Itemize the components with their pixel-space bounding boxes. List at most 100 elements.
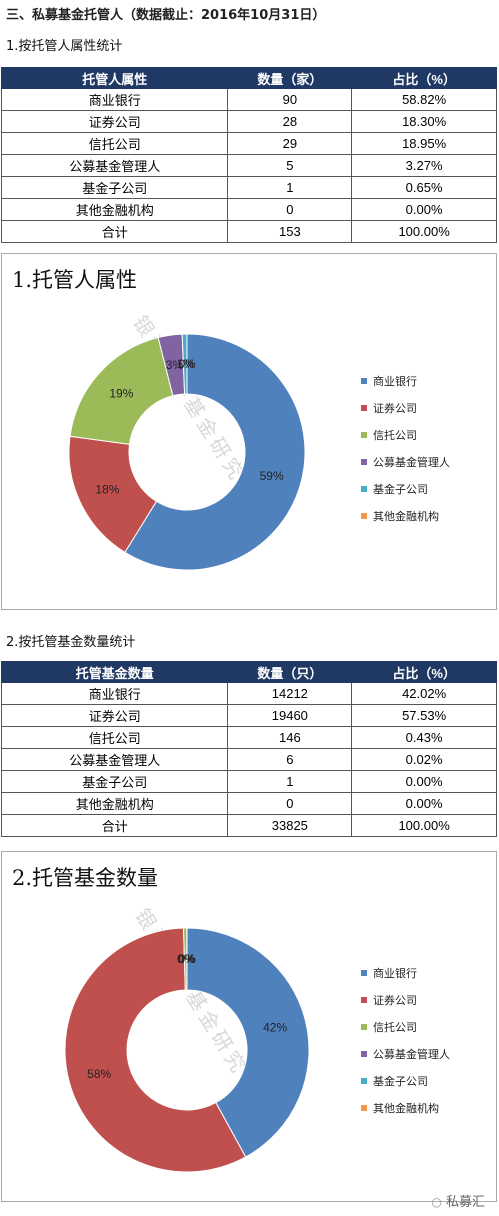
legend-swatch [361,1051,367,1057]
cell: 公募基金管理人 [0,748,229,771]
legend-swatch [361,459,367,465]
chart-title: 1.托管人属性 [12,268,138,292]
table-row: 公募基金管理人 5 3.27% [0,154,497,177]
cell: 18.95% [351,132,497,155]
cell: 商业银行 [0,88,229,111]
cell: 5 [227,154,353,177]
cell: 基金子公司 [0,770,229,793]
cell: 其他金融机构 [0,792,229,815]
donut-chart: 59% 18% 19% 3%1%0% 商业银行证券公司信托公司公募基金管理人基金子公司其… [68,333,450,571]
cell: 0.00% [351,792,497,815]
cell: 其他金融机构 [0,198,229,221]
cell: 合计 [0,220,229,243]
table-header-row: 托管基金数量 数量（只） 占比（%） [0,661,497,683]
table-row: 公募基金管理人 6 0.02% [0,748,497,771]
legend-label: 证券公司 [373,993,417,1007]
data-label: 58% [87,1067,111,1081]
donut-chart: 42%58%0%0%0%0%商业银行证券公司信托公司公募基金管理人基金子公司其他… [64,927,450,1173]
legend-swatch [361,378,367,384]
cell: 证券公司 [0,110,229,133]
column-header: 数量（只） [227,661,353,683]
table-row: 基金子公司 1 0.65% [0,176,497,199]
cell: 信托公司 [0,726,229,749]
legend-swatch [361,432,367,438]
page-heading: 三、私募基金托管人（数据截止：2016年10月31日） [6,8,326,23]
data-label: 19% [109,386,133,400]
cell: 100.00% [351,220,497,243]
table-header-row: 托管人属性 数量（家） 占比（%） [0,67,497,89]
legend-swatch [361,486,367,492]
legend-label: 信托公司 [373,1020,417,1034]
legend-swatch [361,1078,367,1084]
legend-swatch [361,405,367,411]
cell: 58.82% [351,88,497,111]
table-total-row: 合计 153 100.00% [0,220,497,243]
legend-label: 证券公司 [373,401,417,415]
cell: 153 [227,220,353,243]
cell: 42.02% [351,682,497,705]
legend-swatch [361,1105,367,1111]
donut-slice [69,336,174,445]
data-label: 0% [178,952,196,966]
cell: 信托公司 [0,132,229,155]
table-row: 信托公司 29 18.95% [0,132,497,155]
legend-label: 商业银行 [373,966,417,980]
table-row: 证券公司 19460 57.53% [0,704,497,727]
column-header: 占比（%） [351,661,497,683]
cell: 146 [227,726,353,749]
chart-title: 2.托管基金数量 [12,866,159,890]
cell: 90 [227,88,353,111]
table-row: 其他金融机构 0 0.00% [0,792,497,815]
cell: 3.27% [351,154,497,177]
data-label: 59% [260,469,284,483]
data-label: 0% [178,952,196,966]
table-row: 其他金融机构 0 0.00% [0,198,497,221]
data-label: 0% [178,357,196,371]
column-header: 占比（%） [351,67,497,89]
table-row: 商业银行 90 58.82% [0,88,497,111]
legend-label: 其他金融机构 [373,1101,439,1115]
chart-fund-count: 2.托管基金数量 银河证券基金研究中心 42% 58% 0% 0% 0% 0% 商业银行 证券… [1,851,497,1202]
donut-slice [64,927,247,1173]
legend-label: 其他金融机构 [373,509,439,523]
data-label: 18% [95,483,119,497]
cell: 证券公司 [0,704,229,727]
cell: 28 [227,110,353,133]
legend-label: 公募基金管理人 [373,1047,450,1061]
cell: 商业银行 [0,682,229,705]
cell: 29 [227,132,353,155]
donut-slice [124,333,306,571]
cell: 57.53% [351,704,497,727]
cell: 0 [227,198,353,221]
cell: 1 [227,176,353,199]
footer-source: ○ 私募汇 [431,1191,485,1210]
data-label: 1% [177,357,195,371]
cell: 0.43% [351,726,497,749]
cell: 33825 [227,814,353,837]
section2-subtitle: 2.按托管基金数量统计 [6,635,136,650]
cell: 0.02% [351,748,497,771]
wechat-icon: ○ [431,1195,442,1209]
cell: 公募基金管理人 [0,154,229,177]
cell: 18.30% [351,110,497,133]
cell: 6 [227,748,353,771]
cell: 0.65% [351,176,497,199]
table-row: 证券公司 28 18.30% [0,110,497,133]
legend-label: 商业银行 [373,374,417,388]
data-label: 0% [177,952,195,966]
legend-swatch [361,513,367,519]
legend-label: 公募基金管理人 [373,455,450,469]
cell: 0.00% [351,198,497,221]
section1-subtitle: 1.按托管人属性统计 [6,39,123,54]
cell: 14212 [227,682,353,705]
chart-custodian-type: 1.托管人属性 银河证券基金研究中心 59% 18% 19% 3% 1% 0% 商业银行 证券… [1,253,497,610]
legend-swatch [361,1024,367,1030]
custodian-type-table: 托管人属性 数量（家） 占比（%） 商业银行 90 58.82% 证券公司 28 18.… [0,67,497,243]
footer-text: 私募汇 [445,1195,485,1210]
column-header: 托管人属性 [0,67,229,89]
column-header: 托管基金数量 [0,661,229,683]
table-total-row: 合计 33825 100.00% [0,814,497,837]
table-row: 基金子公司 1 0.00% [0,770,497,793]
cell: 19460 [227,704,353,727]
legend-label: 基金子公司 [373,482,428,496]
